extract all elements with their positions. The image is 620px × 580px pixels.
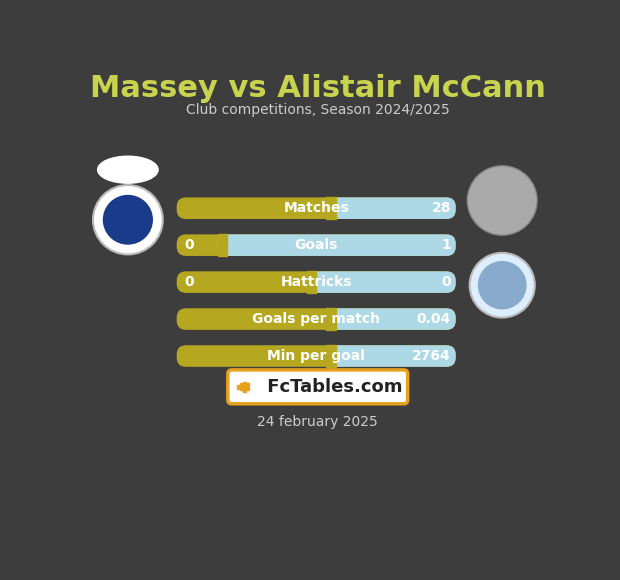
FancyBboxPatch shape [228,370,408,404]
Text: 28: 28 [432,201,451,215]
FancyBboxPatch shape [177,197,456,219]
Bar [218,234,227,256]
FancyBboxPatch shape [326,345,456,367]
FancyBboxPatch shape [218,234,456,256]
Circle shape [93,185,162,255]
Bar [247,383,249,390]
FancyBboxPatch shape [326,197,456,219]
Circle shape [470,253,534,317]
Ellipse shape [98,156,158,183]
FancyBboxPatch shape [177,234,456,256]
Text: Min per goal: Min per goal [267,349,365,363]
FancyBboxPatch shape [177,345,456,367]
Text: 1: 1 [441,238,451,252]
Circle shape [103,195,153,245]
Text: 0: 0 [184,238,194,252]
Bar [326,345,336,367]
Circle shape [467,166,537,235]
Text: Matches: Matches [283,201,349,215]
FancyBboxPatch shape [326,309,456,330]
Bar [241,383,242,390]
Text: 24 february 2025: 24 february 2025 [257,415,378,429]
Text: Massey vs Alistair McCann: Massey vs Alistair McCann [90,74,546,103]
Bar [237,385,239,389]
Bar [326,309,336,330]
Bar [243,382,246,392]
Bar [307,271,316,293]
Circle shape [478,261,526,310]
Text: Goals per match: Goals per match [252,312,380,326]
FancyBboxPatch shape [177,309,456,330]
FancyBboxPatch shape [177,271,456,293]
Text: 2764: 2764 [412,349,451,363]
FancyBboxPatch shape [307,271,456,293]
Text: Hattricks: Hattricks [280,275,352,289]
Text: 0.04: 0.04 [417,312,451,326]
Text: Club competitions, Season 2024/2025: Club competitions, Season 2024/2025 [186,103,450,117]
Text: FcTables.com: FcTables.com [260,378,402,396]
Text: 0: 0 [184,275,194,289]
Bar [326,197,336,219]
Text: Goals: Goals [294,238,338,252]
Text: 0: 0 [441,275,451,289]
